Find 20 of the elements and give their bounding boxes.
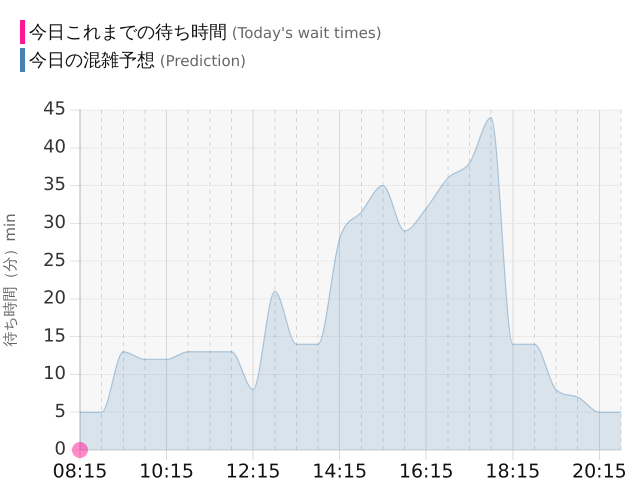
x-tick-label: 08:15 — [52, 460, 108, 482]
legend-label: 今日の混雑予想 (Prediction) — [29, 50, 246, 71]
x-tick-label: 10:15 — [139, 460, 194, 482]
y-tick-label: 45 — [43, 98, 66, 120]
y-tick-label: 20 — [43, 288, 66, 309]
x-tick-label: 16:15 — [398, 460, 454, 482]
y-tick-label: 30 — [43, 212, 66, 234]
y-tick-label: 5 — [54, 400, 66, 422]
x-tick-label: 14:15 — [312, 460, 368, 482]
y-tick-label: 15 — [43, 325, 66, 346]
y-tick-label: 35 — [43, 174, 66, 196]
x-tick-label: 18:15 — [485, 460, 540, 482]
y-tick-label: 0 — [54, 438, 66, 460]
legend-label: 今日これまでの待ち時間 (Today's wait times) — [29, 22, 382, 43]
y-tick-label: 25 — [43, 250, 66, 271]
y-tick-label: 10 — [43, 363, 66, 384]
x-tick-label: 20:15 — [572, 460, 627, 482]
y-axis-title: 待ち時間（分）min — [0, 213, 19, 347]
y-tick-label: 40 — [43, 136, 66, 158]
x-tick-label: 12:15 — [226, 460, 281, 482]
